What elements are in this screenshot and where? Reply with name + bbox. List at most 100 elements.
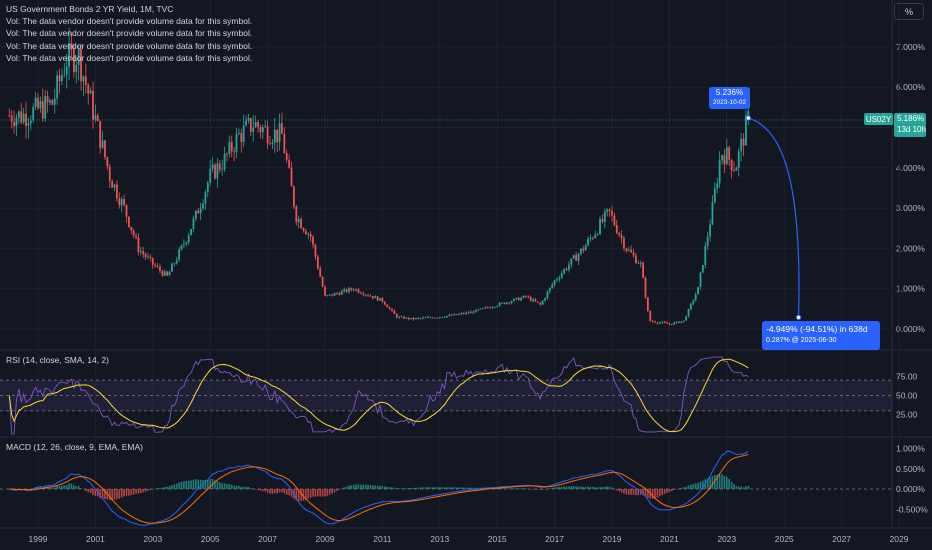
macd-histogram-bar <box>295 489 298 501</box>
macd-histogram-bar <box>207 479 209 489</box>
candle-body <box>242 125 245 142</box>
candle-body <box>37 97 39 109</box>
bar-countdown: 13d 10h <box>897 125 926 134</box>
macd-histogram-bar <box>197 479 200 489</box>
macd-histogram-bar <box>173 484 176 489</box>
candle-body <box>75 64 78 73</box>
macd-histogram-bar <box>73 485 75 489</box>
macd-histogram-bar <box>242 486 245 489</box>
macd-histogram-bar <box>551 487 554 489</box>
candle-body <box>32 106 35 121</box>
candle-body <box>529 297 532 301</box>
candle-body <box>173 263 176 265</box>
macd-histogram-bar <box>309 489 312 498</box>
candle-body <box>58 75 61 82</box>
candle-body <box>441 317 444 319</box>
macd-histogram-bar <box>592 487 594 489</box>
macd-histogram-bar <box>472 487 475 489</box>
macd-histogram-bar <box>709 477 711 489</box>
macd-histogram-bar <box>513 488 515 489</box>
measure-end-label[interactable]: -4.949% (-94.51%) in 638d 0.287% @ 2025-… <box>762 321 880 350</box>
macd-histogram-bar <box>166 486 168 489</box>
macd-histogram-bar <box>723 475 726 489</box>
macd-histogram-bar <box>711 476 714 489</box>
macd-histogram-bar <box>343 487 345 489</box>
macd-histogram-bar <box>608 486 611 489</box>
candle-body <box>632 252 635 256</box>
symbol-price-tag: US02Y <box>864 113 893 125</box>
candle-body <box>560 273 563 278</box>
macd-histogram-bar <box>137 489 140 494</box>
macd-histogram-bar <box>324 489 326 497</box>
macd-histogram-bar <box>721 474 723 489</box>
macd-label[interactable]: MACD (12, 26, close, 9, EMA, EMA) <box>6 442 143 452</box>
macd-histogram-bar <box>209 479 211 489</box>
candle-body <box>388 307 391 309</box>
candle-body <box>673 322 676 325</box>
macd-histogram-bar <box>647 489 649 498</box>
macd-histogram-bar <box>532 489 534 490</box>
candle-body <box>68 42 70 67</box>
candle-body <box>70 42 73 50</box>
macd-histogram-bar <box>190 480 192 489</box>
candle-body <box>285 153 288 160</box>
candle-body <box>584 245 587 251</box>
candle-body <box>27 123 30 126</box>
candle-body <box>108 166 111 181</box>
macd-histogram-bar <box>364 484 367 489</box>
candle-body <box>44 96 47 119</box>
candle-body <box>178 249 181 261</box>
candle-body <box>505 302 508 304</box>
macd-histogram-bar <box>733 484 735 489</box>
candle-body <box>426 317 429 318</box>
candle-body <box>747 111 750 116</box>
macd-histogram-bar <box>185 481 188 489</box>
candle-body <box>517 297 520 301</box>
candle-body <box>706 236 709 246</box>
macd-histogram-bar <box>163 487 166 489</box>
percent-scale-button[interactable]: % <box>894 3 924 20</box>
candle-body <box>137 237 140 253</box>
macd-histogram-bar <box>644 489 647 497</box>
macd-histogram-bar <box>123 489 125 497</box>
macd-histogram-bar <box>147 489 149 491</box>
measure-start-label[interactable]: 5.236% 2023-10-02 <box>709 87 750 109</box>
macd-histogram-bar <box>706 478 709 489</box>
macd-histogram-bar <box>525 488 527 489</box>
candle-body <box>104 140 106 158</box>
candle-body <box>362 293 365 295</box>
candle-body <box>8 115 11 117</box>
macd-histogram-bar <box>539 489 542 490</box>
candle-body <box>701 265 704 273</box>
candle-body <box>446 315 448 318</box>
candle-body <box>261 127 264 133</box>
candle-body <box>130 226 133 231</box>
macd-histogram-bar <box>223 483 226 489</box>
macd-histogram-bar <box>113 489 116 500</box>
candle-body <box>429 317 432 318</box>
macd-histogram-bar <box>187 480 190 489</box>
candle-body <box>348 288 350 292</box>
macd-histogram-bar <box>412 487 415 489</box>
candle-body <box>601 219 604 222</box>
candle-body <box>202 203 204 209</box>
candle-body <box>295 206 298 223</box>
macd-histogram-bar <box>140 489 142 494</box>
macd-histogram-bar <box>467 487 470 489</box>
candle-body <box>469 311 472 314</box>
macd-histogram-bar <box>120 489 123 498</box>
macd-histogram-bar <box>477 487 479 489</box>
candle-body <box>398 316 401 318</box>
symbol-title[interactable]: US Government Bonds 2 YR Yield, 1M, TVC <box>6 4 174 14</box>
candle-body <box>199 208 202 214</box>
macd-histogram-bar <box>661 489 664 496</box>
rsi-label[interactable]: RSI (14, close, SMA, 14, 2) <box>6 355 109 365</box>
x-tick-label: 2003 <box>143 534 162 544</box>
macd-histogram-bar <box>317 489 319 497</box>
macd-histogram-bar <box>666 489 668 493</box>
candle-body <box>371 296 374 299</box>
macd-histogram-bar <box>673 489 675 490</box>
macd-histogram-bar <box>560 486 563 489</box>
candle-body <box>77 49 80 65</box>
